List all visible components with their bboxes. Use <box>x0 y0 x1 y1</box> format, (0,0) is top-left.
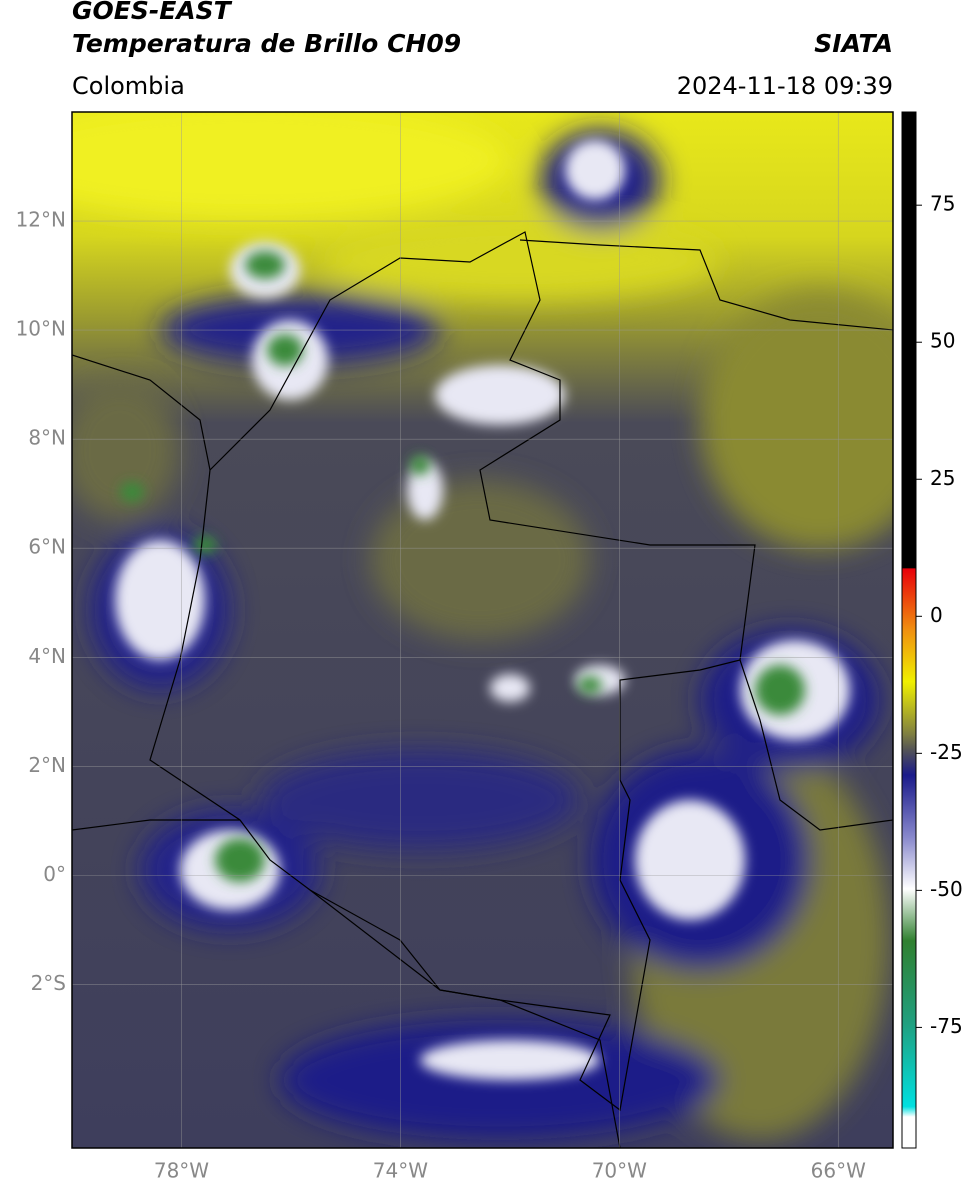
lon-tick-label: 70°W <box>592 1159 647 1183</box>
lon-tick-label: 74°W <box>373 1159 428 1183</box>
lon-tick-label: 66°W <box>811 1159 866 1183</box>
map-frame <box>71 111 894 1149</box>
colorbar-tick-label: -25 <box>930 740 963 764</box>
lat-tick-label: 0° <box>43 862 66 886</box>
lat-tick-label: 8°N <box>28 426 66 450</box>
region: Colombia <box>72 72 185 100</box>
colorbar <box>901 111 917 1149</box>
lat-tick-label: 2°S <box>31 971 66 995</box>
datetime: 2024-11-18 09:39 <box>677 72 893 100</box>
lat-tick-label: 6°N <box>28 535 66 559</box>
colorbar-tick-label: 75 <box>930 192 955 216</box>
lat-tick-label: 12°N <box>16 208 66 232</box>
satellite-image <box>72 112 893 1148</box>
colorbar-tick-label: -50 <box>930 877 963 901</box>
colorbar-tick-label: 0 <box>930 603 943 627</box>
subtitle: Temperatura de Brillo CH09 <box>72 29 461 58</box>
graticule <box>72 112 893 1148</box>
colorbar-tick-label: 50 <box>930 329 955 353</box>
colorbar-tick-label: 25 <box>930 466 955 490</box>
lat-tick-label: 4°N <box>28 644 66 668</box>
lat-tick-label: 10°N <box>16 317 66 341</box>
source: SIATA <box>814 29 893 58</box>
lon-tick-label: 78°W <box>154 1159 209 1183</box>
title: GOES-EAST <box>72 0 233 25</box>
lat-tick-label: 2°N <box>28 753 66 777</box>
colorbar-tick-label: -75 <box>930 1014 963 1038</box>
